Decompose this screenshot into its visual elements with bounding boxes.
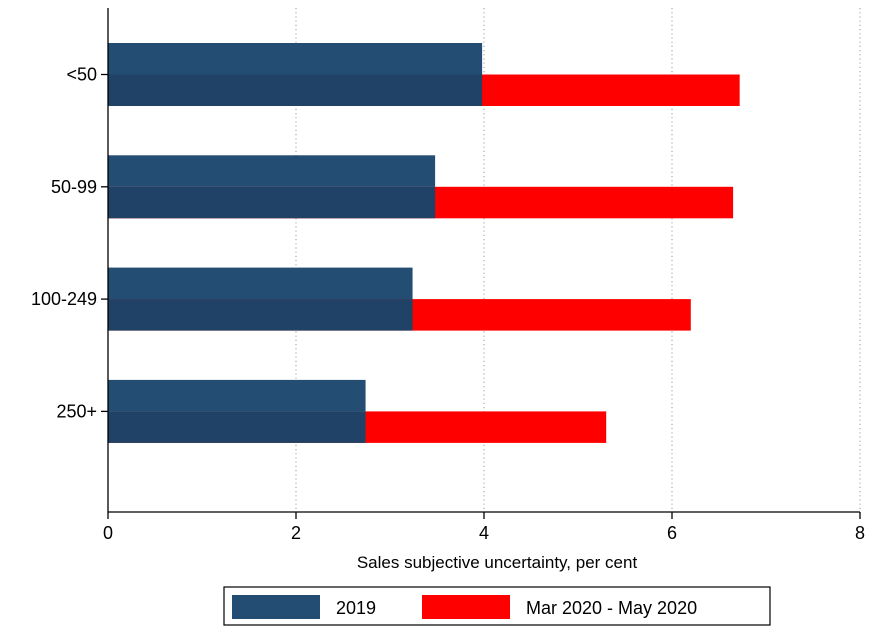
x-tick-label-2: 2 (291, 523, 301, 543)
y-tick-labels: <50 50-99 100-249 250+ (31, 65, 97, 422)
x-tick-labels: 0 2 4 6 8 (103, 523, 865, 543)
x-tick-label-6: 6 (667, 523, 677, 543)
bar-2019-50-99 (108, 155, 436, 187)
legend-label-2019: 2019 (336, 598, 376, 618)
y-tick-label-100-249: 100-249 (31, 289, 97, 309)
y-tick-label-50-99: 50-99 (51, 177, 97, 197)
bar-shade-250 (108, 411, 366, 443)
bar-shade-50-99 (108, 186, 436, 219)
y-tick-label-250: 250+ (56, 401, 97, 421)
bar-2019-50 (108, 43, 483, 75)
axes (101, 8, 861, 519)
x-axis-title: Sales subjective uncertainty, per cent (357, 553, 638, 572)
legend-swatch-2019 (232, 595, 320, 619)
bar-shade-100-249 (108, 299, 413, 331)
bar-2019-100-249 (108, 267, 413, 300)
legend-label-mar-may-2020: Mar 2020 - May 2020 (526, 598, 697, 618)
bar-2019-250 (108, 379, 366, 412)
legend-swatch-mar-may-2020 (422, 595, 510, 619)
x-tick-label-4: 4 (479, 523, 489, 543)
bars (108, 43, 740, 443)
y-tick-label-50: <50 (66, 65, 97, 85)
bar-shade-50 (108, 74, 483, 106)
x-tick-label-8: 8 (855, 523, 865, 543)
x-tick-label-0: 0 (103, 523, 113, 543)
legend: 2019 Mar 2020 - May 2020 (223, 586, 771, 626)
